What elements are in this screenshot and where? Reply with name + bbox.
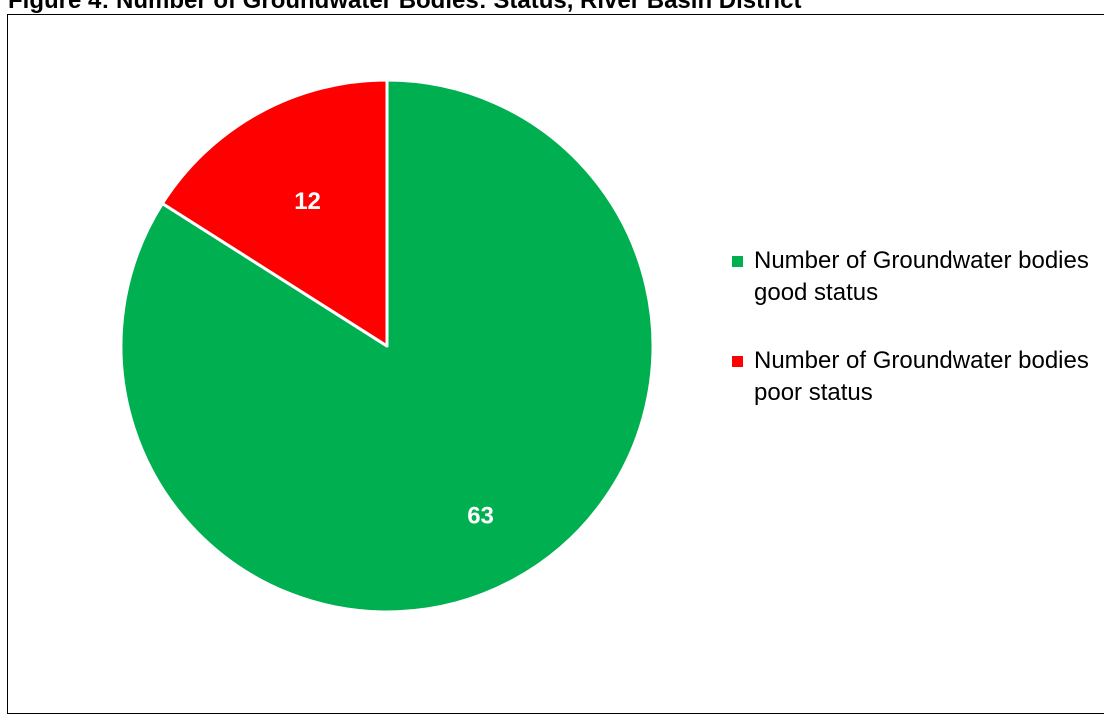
data-label-good-status: 63 — [467, 503, 494, 530]
figure-title: Figure 4: Number of Groundwater Bodies: … — [8, 0, 802, 14]
pie-slice-poor-status — [160, 78, 389, 348]
legend-label-good-status: Number of Groundwater bodies good status — [754, 247, 1089, 306]
legend-item-good-status: Number of Groundwater bodies good status — [732, 245, 1104, 309]
data-label-poor-status: 12 — [294, 188, 321, 215]
legend-label-poor-status: Number of Groundwater bodies poor status — [754, 347, 1089, 406]
legend-item-poor-status: Number of Groundwater bodies poor status — [732, 345, 1104, 409]
pie-chart: 63 12 — [119, 78, 655, 614]
legend-swatch-good-status — [732, 256, 743, 267]
chart-legend: Number of Groundwater bodies good status… — [732, 245, 1104, 445]
legend-swatch-poor-status — [732, 356, 743, 367]
